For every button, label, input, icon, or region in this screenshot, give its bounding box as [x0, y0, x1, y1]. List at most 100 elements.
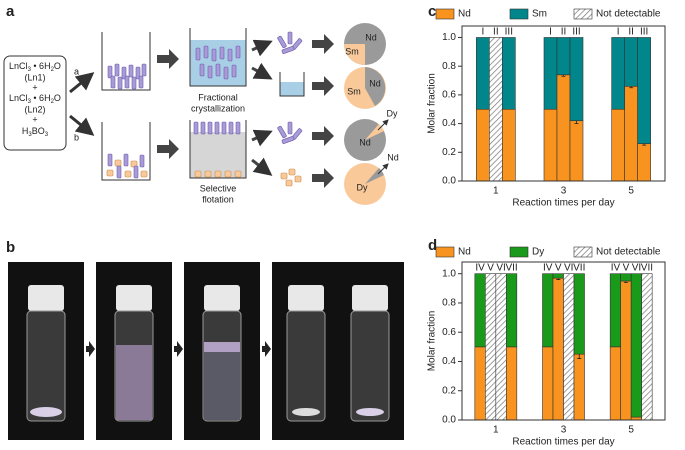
pie-label: Nd [369, 78, 381, 88]
y-axis-label: Molar fraction [427, 73, 438, 134]
y-tick-label: 0.2 [442, 147, 456, 158]
bar-segment [485, 273, 497, 421]
block-arrow [312, 34, 334, 54]
t: H [22, 126, 29, 136]
panel-label: c [428, 3, 436, 20]
y-tick-label: 0.4 [442, 356, 456, 367]
bar-segment [630, 273, 642, 418]
beaker [101, 122, 151, 181]
bar-segment [543, 108, 558, 182]
bar-segment [637, 143, 651, 182]
y-tick-label: 0.6 [442, 327, 456, 338]
scheme: LnCl3 • 6H2O (Ln1) + LnCl3 • 6H2O (Ln2) … [3, 23, 399, 205]
bar-label: III [505, 27, 513, 38]
reagent: LnCl3 • 6H2O [9, 61, 61, 72]
bar-label: VII [641, 263, 653, 274]
bar-label: VI [564, 263, 573, 274]
plus: + [32, 82, 37, 92]
solution [280, 82, 304, 96]
bar-segment [624, 85, 638, 182]
route-label: b [74, 132, 79, 142]
t: BO [32, 126, 45, 136]
bar-segment [552, 277, 564, 421]
solution [190, 132, 246, 178]
arrow [251, 62, 273, 80]
pie-label: Sm [345, 46, 359, 56]
panel-label: d [428, 237, 437, 254]
vial [26, 285, 66, 422]
bar-label: III [640, 27, 648, 38]
photos [8, 262, 404, 440]
arrow [251, 39, 273, 57]
block-arrow [157, 139, 179, 159]
bar-segment [611, 37, 625, 110]
legend-label: Nd [458, 9, 471, 20]
bar-segment [609, 273, 621, 348]
plot-frame [461, 25, 666, 182]
vial [286, 285, 326, 422]
legend-swatch [509, 8, 529, 20]
bar-label: V [555, 263, 562, 274]
bar-segment [563, 273, 575, 421]
bar-label: II [628, 27, 634, 38]
t: LnCl [9, 93, 28, 103]
vial [202, 285, 242, 422]
plot-frame [461, 261, 666, 421]
legend-label: Not detectable [596, 9, 661, 20]
y-tick-label: 0.6 [442, 90, 456, 101]
legend-swatch [435, 246, 455, 258]
block-arrow [157, 49, 179, 69]
block-arrow [312, 168, 334, 188]
y-tick-label: 0.0 [442, 415, 456, 426]
bar-label: II [493, 27, 499, 38]
product [280, 168, 302, 187]
arrow [251, 157, 273, 176]
pointer [377, 163, 389, 175]
legend-label: Nd [458, 247, 471, 258]
bar-label: V [623, 263, 630, 274]
step-label: Fractional [198, 92, 238, 102]
bar-segment [502, 108, 516, 182]
legend-label: Not detectable [596, 247, 661, 258]
x-tick-label: 3 [561, 425, 567, 436]
bar-segment [620, 273, 632, 282]
x-tick-label: 5 [628, 186, 634, 197]
pie-slice [365, 168, 384, 184]
bar-segment [543, 37, 558, 110]
bar-segment [502, 37, 516, 110]
y-tick-label: 0.8 [442, 298, 456, 309]
vial [350, 285, 390, 422]
bar-segment [569, 37, 584, 122]
pie-label: Nd [387, 152, 399, 162]
pie-label: Nd [365, 32, 377, 42]
reagent: H3BO3 [22, 126, 49, 137]
bar-segment [611, 108, 625, 182]
bar-segment [573, 353, 585, 421]
y-tick-label: 0.2 [442, 385, 456, 396]
pie-label: Dy [357, 182, 368, 192]
bar-label: VII [573, 263, 585, 274]
t: 3 [28, 99, 32, 105]
legend-swatch [435, 8, 455, 20]
legend-swatch [573, 246, 593, 258]
bar-segment [542, 346, 554, 421]
bar-segment [474, 273, 486, 348]
bar-label: VII [505, 263, 517, 274]
bar-segment [542, 273, 554, 348]
bar-label: IV [611, 263, 621, 274]
legend-swatch [573, 8, 593, 20]
bar-label: VI [632, 263, 641, 274]
bar-segment [506, 273, 518, 348]
x-tick-label: 1 [493, 186, 499, 197]
arrow [69, 114, 95, 136]
plus: + [32, 114, 37, 124]
panel-label: a [6, 3, 15, 20]
y-tick-label: 0.0 [442, 176, 456, 187]
bar-segment [641, 273, 653, 421]
y-tick-label: 1.0 [442, 32, 456, 43]
t: LnCl [9, 61, 28, 71]
t: 2 [51, 99, 55, 105]
arrow [262, 341, 271, 357]
block-arrow [312, 76, 334, 96]
bar-label: IV [475, 263, 485, 274]
